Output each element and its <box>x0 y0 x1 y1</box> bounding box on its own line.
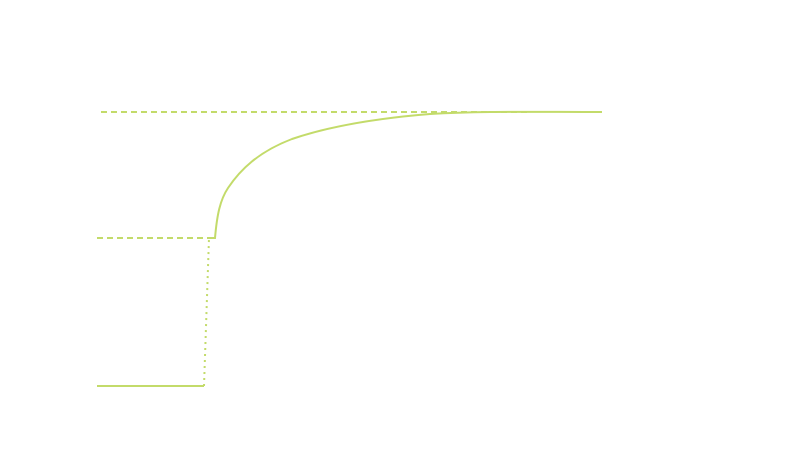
response-curve <box>209 110 603 239</box>
step-edge <box>203 237 210 387</box>
